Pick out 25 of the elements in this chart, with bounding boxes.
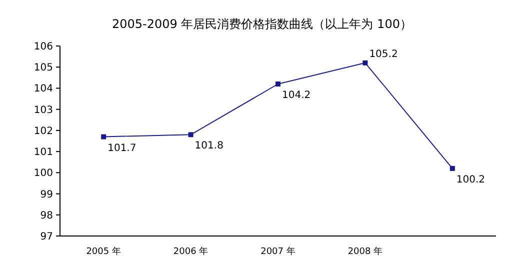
y-tick-label: 97 [40,232,53,242]
point [101,134,106,140]
y-tick-label: 105 [34,62,53,74]
y-tick-label: 100 [34,168,53,180]
point [188,132,194,138]
y-tick-label: 104 [34,84,53,95]
data-label: 101.8 [194,140,224,152]
data-label: 101.7 [108,142,136,154]
y-tick-label: 101 [34,147,53,158]
point [362,60,368,66]
data-label: 105.2 [369,48,398,60]
y-tick-label: 103 [34,104,53,116]
x-tick-label: 2008 年 [348,246,383,257]
y-tick-label: 102 [34,126,53,137]
point [276,82,280,86]
y-tick-label: 98 [40,210,53,222]
data-label: 100.2 [456,174,486,186]
x-tick-label: 2007 年 [260,246,296,257]
x-tick-label: 2005 年 [86,246,121,257]
x-tick-label: 2006 年 [173,246,208,257]
y-tick-label: 99 [40,189,53,200]
chart-title: 2005-2009 年居民消费价格指数曲线（以上年为 100） [112,17,412,31]
point [450,166,455,171]
y-tick-label: 106 [34,42,53,52]
data-label: 104.2 [282,90,311,101]
